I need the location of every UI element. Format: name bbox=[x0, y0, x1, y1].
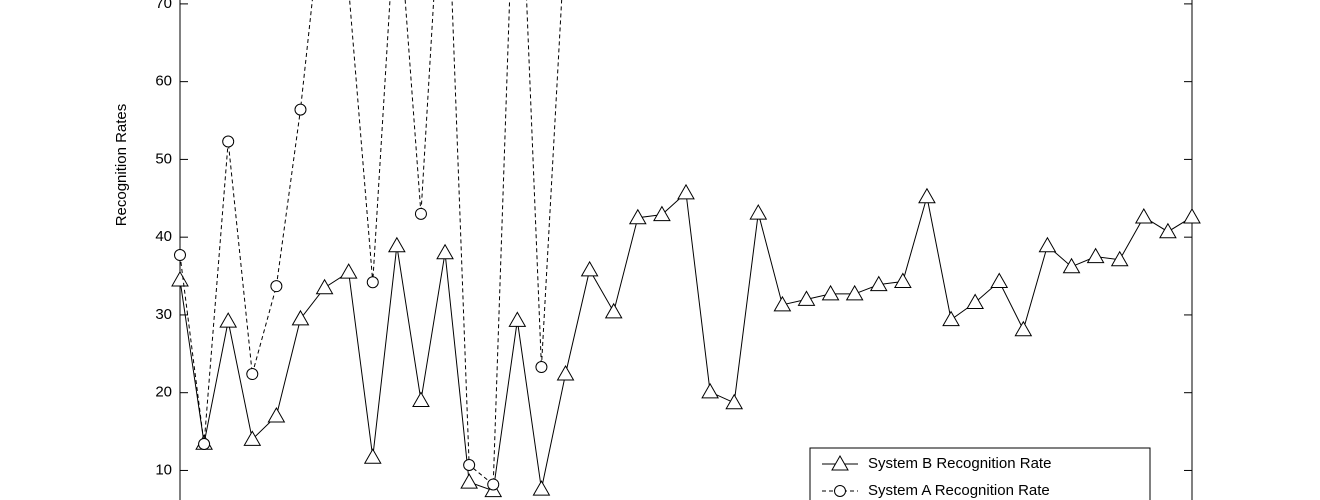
circle-marker bbox=[487, 478, 500, 491]
legend-label: System A Recognition Rate bbox=[868, 482, 1050, 499]
circle-marker bbox=[222, 135, 235, 148]
triangle-marker bbox=[580, 260, 599, 277]
triangle-marker bbox=[460, 473, 479, 489]
circle-marker bbox=[294, 103, 307, 116]
circle-marker bbox=[366, 276, 379, 289]
triangle-marker bbox=[1014, 320, 1033, 337]
y-tick-label: 40 bbox=[155, 228, 172, 245]
circle-marker bbox=[174, 249, 186, 262]
triangle-marker bbox=[556, 365, 575, 381]
y-tick-label: 50 bbox=[155, 150, 172, 167]
y-tick-label: 10 bbox=[155, 461, 172, 478]
triangle-marker bbox=[315, 278, 334, 295]
triangle-marker bbox=[893, 272, 912, 288]
triangle-marker bbox=[653, 205, 671, 222]
triangle-marker bbox=[1183, 207, 1201, 224]
y-tick-label: 30 bbox=[155, 306, 172, 323]
triangle-marker bbox=[532, 480, 551, 496]
legend-box bbox=[809, 447, 1151, 500]
circle-marker bbox=[414, 207, 427, 220]
legend-marker bbox=[834, 485, 846, 497]
legend-label: System B Recognition Rate bbox=[868, 455, 1051, 472]
triangle-marker bbox=[267, 407, 286, 423]
triangle-marker bbox=[604, 302, 623, 319]
triangle-marker bbox=[363, 448, 382, 464]
circle-marker bbox=[535, 361, 548, 374]
triangle-marker bbox=[436, 243, 454, 260]
triangle-marker bbox=[677, 183, 695, 200]
triangle-marker bbox=[1134, 207, 1153, 224]
triangle-marker bbox=[990, 272, 1009, 288]
triangle-marker bbox=[1038, 236, 1057, 253]
triangle-marker bbox=[291, 309, 310, 326]
triangle-marker bbox=[1086, 247, 1105, 264]
triangle-marker bbox=[508, 311, 527, 327]
triangle-marker bbox=[628, 208, 647, 225]
series-line bbox=[179, 191, 1193, 492]
triangle-marker bbox=[773, 295, 792, 312]
triangle-marker bbox=[966, 293, 985, 309]
triangle-marker bbox=[869, 275, 888, 292]
triangle-marker bbox=[701, 382, 719, 399]
circle-marker bbox=[270, 280, 283, 293]
triangle-marker bbox=[918, 187, 936, 204]
triangle-marker bbox=[1159, 222, 1177, 239]
triangle-marker bbox=[219, 312, 238, 328]
circle-marker bbox=[246, 368, 259, 381]
series-line bbox=[179, 0, 563, 486]
triangle-marker bbox=[821, 284, 840, 301]
y-tick-label: 20 bbox=[155, 384, 172, 401]
triangle-marker bbox=[725, 393, 744, 410]
triangle-marker bbox=[749, 204, 768, 220]
y-tick-label: 60 bbox=[155, 73, 172, 90]
triangle-marker bbox=[339, 263, 358, 279]
legend-marker bbox=[831, 454, 849, 471]
triangle-marker bbox=[171, 270, 189, 287]
triangle-marker bbox=[942, 310, 960, 327]
y-axis-label: Recognition Rates bbox=[113, 104, 130, 227]
circle-marker bbox=[198, 438, 211, 451]
triangle-marker bbox=[243, 430, 262, 446]
triangle-marker bbox=[412, 391, 430, 407]
triangle-marker bbox=[845, 284, 864, 301]
y-tick-label: 70 bbox=[155, 0, 172, 12]
circle-marker bbox=[463, 459, 476, 472]
triangle-marker bbox=[1110, 250, 1129, 267]
triangle-marker bbox=[1062, 257, 1081, 274]
triangle-marker bbox=[797, 290, 816, 306]
triangle-marker bbox=[387, 236, 406, 253]
